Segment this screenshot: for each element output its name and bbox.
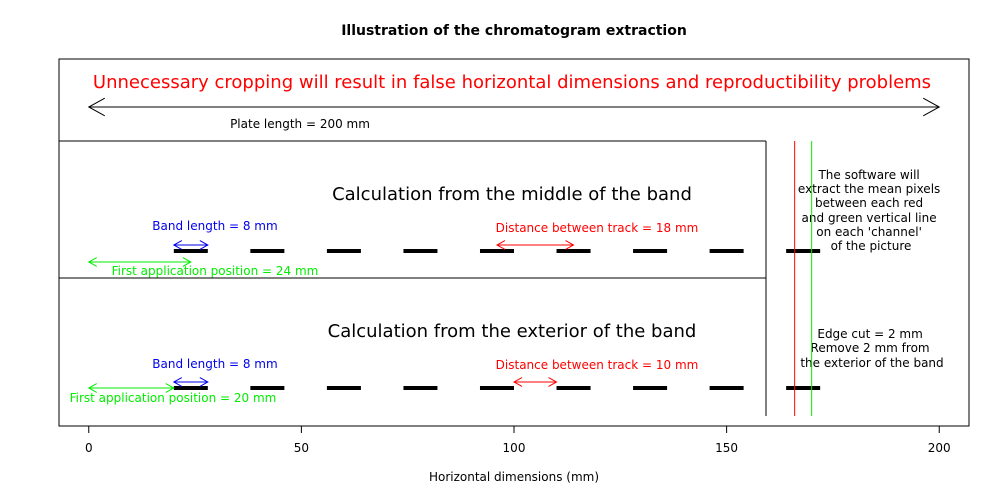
cropping-warning: Unnecessary cropping will result in fals…: [93, 72, 931, 93]
plate-length-arrow: [87, 97, 941, 117]
software-note-line: The software will: [817, 168, 919, 182]
arrow-head-left: [495, 240, 506, 250]
middle-band-length-arrow: [172, 240, 209, 250]
x-tick-label: 0: [85, 441, 93, 455]
arrow-head-right: [548, 377, 558, 387]
edge-cut-note: Edge cut = 2 mm Remove 2 mm from the ext…: [800, 327, 943, 370]
arrow-head-left: [87, 383, 98, 393]
exterior-section-title: Calculation from the exterior of the ban…: [328, 321, 697, 342]
exterior-band-length-label: Band length = 8 mm: [152, 357, 277, 371]
software-note-line: on each 'channel': [816, 225, 922, 239]
software-note-line: of the picture: [831, 239, 912, 253]
middle-first-position-label: First application position = 24 mm: [112, 264, 319, 278]
arrow-head-right: [165, 383, 175, 393]
arrow-head-right: [199, 240, 209, 250]
arrow-head-left: [87, 97, 106, 117]
exterior-distance-arrow: [512, 377, 558, 387]
arrow-head-right: [922, 97, 941, 117]
arrow-head-left: [87, 257, 98, 267]
x-tick-label: 100: [503, 441, 526, 455]
arrow-head-right: [565, 240, 575, 250]
exterior-first-position-label: First application position = 20 mm: [70, 391, 277, 405]
arrow-head-left: [512, 377, 523, 387]
chart-marks: 0 50 100 150 200: [85, 97, 951, 455]
middle-section-title: Calculation from the middle of the band: [332, 184, 692, 205]
x-axis-label: Horizontal dimensions (mm): [429, 470, 599, 484]
exterior-distance-label: Distance between track = 10 mm: [496, 358, 699, 372]
software-note-line: between each red: [815, 196, 923, 210]
edge-cut-note-line: the exterior of the band: [800, 356, 943, 370]
x-tick-label: 150: [715, 441, 738, 455]
edge-cut-note-line: Remove 2 mm from: [811, 341, 930, 355]
chart-title: Illustration of the chromatogram extract…: [341, 23, 687, 39]
software-note-line: and green vertical line: [802, 211, 937, 225]
middle-distance-label: Distance between track = 18 mm: [496, 221, 699, 235]
arrow-head-left: [172, 240, 183, 250]
exterior-first-position-arrow: [87, 383, 175, 393]
middle-distance-arrow: [495, 240, 575, 250]
edge-cut-note-line: Edge cut = 2 mm: [817, 327, 922, 341]
software-note-line: extract the mean pixels: [798, 182, 940, 196]
exterior-band-length-arrow: [172, 377, 209, 387]
software-note: The software will extract the mean pixel…: [798, 168, 944, 253]
middle-band-length-label: Band length = 8 mm: [152, 219, 277, 233]
x-tick-label: 50: [294, 441, 309, 455]
middle-first-position-arrow: [87, 257, 192, 267]
arrow-head-right: [182, 257, 192, 267]
arrow-head-right: [199, 377, 209, 387]
plate-length-label: Plate length = 200 mm: [230, 117, 370, 131]
x-tick-label: 200: [928, 441, 951, 455]
arrow-head-left: [172, 377, 183, 387]
